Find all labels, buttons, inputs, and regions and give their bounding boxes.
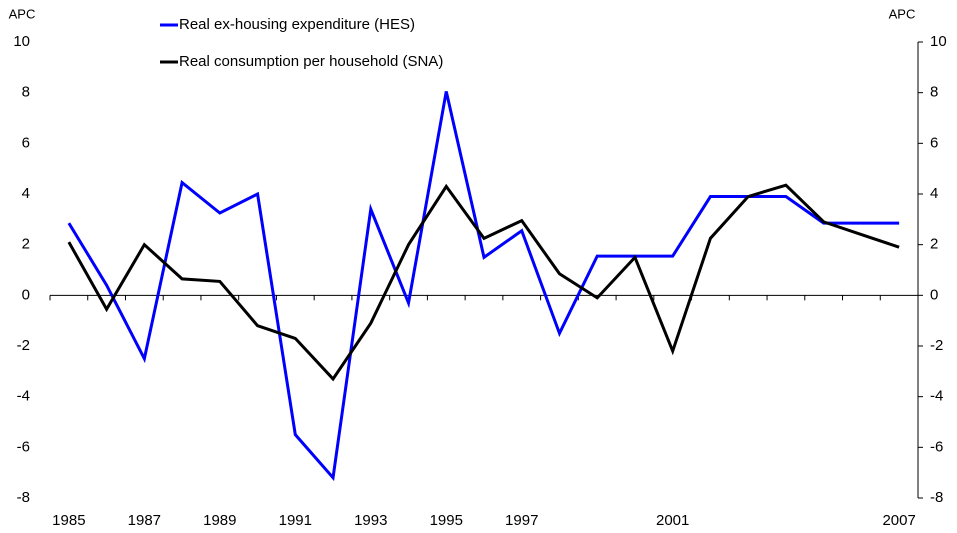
x-tick-label: 1991	[279, 512, 312, 529]
y2-tick-label: 8	[930, 84, 938, 101]
series-line	[67, 91, 900, 482]
y2-tick-label: 2	[930, 236, 938, 253]
y2-tick-label: -4	[930, 388, 943, 405]
x-tick-label: 2007	[882, 512, 915, 529]
y-tick-label: -4	[17, 388, 30, 405]
y-tick-label: -2	[17, 337, 30, 354]
x-tick-label: 2001	[656, 512, 689, 529]
y2-axis-label: APC	[889, 6, 916, 21]
y2-tick-label: 6	[930, 134, 938, 151]
legend-label: Real ex-housing expenditure (HES)	[179, 16, 415, 33]
x-tick-label: 1993	[354, 512, 387, 529]
x-tick-label: 1985	[52, 512, 85, 529]
y2-tick-label: -6	[930, 438, 943, 455]
x-tick-label: 1997	[505, 512, 538, 529]
y-axis-label: APC	[9, 6, 36, 21]
y-tick-label: 10	[13, 33, 30, 50]
legend-label: Real consumption per household (SNA)	[179, 53, 443, 70]
y-tick-label: 0	[22, 286, 30, 303]
y-tick-label: 8	[22, 84, 30, 101]
y2-tick-label: 10	[930, 33, 947, 50]
y-tick-label: -8	[17, 489, 30, 506]
y2-tick-label: -8	[930, 489, 943, 506]
y-tick-label: 6	[22, 134, 30, 151]
y-tick-label: -6	[17, 438, 30, 455]
y-tick-label: 2	[22, 236, 30, 253]
x-tick-label: 1987	[128, 512, 161, 529]
y-tick-label: 4	[22, 185, 30, 202]
x-tick-label: 1989	[203, 512, 236, 529]
y2-tick-label: -2	[930, 337, 943, 354]
x-tick-label: 1995	[430, 512, 463, 529]
series-line	[67, 183, 900, 382]
y2-tick-label: 0	[930, 286, 938, 303]
y2-tick-label: 4	[930, 185, 938, 202]
